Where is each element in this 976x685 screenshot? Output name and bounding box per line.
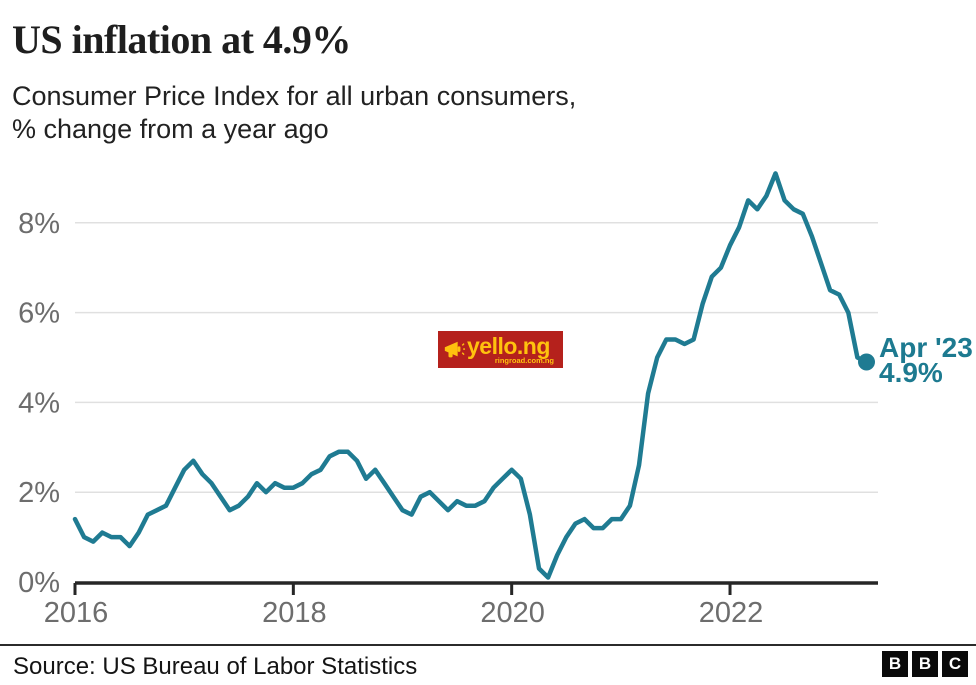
y-tick-label: 4% [18,387,60,419]
subtitle-line-1: Consumer Price Index for all urban consu… [12,81,577,111]
y-tick-label: 2% [18,477,60,509]
subtitle-line-2: % change from a year ago [12,114,329,144]
bbc-logo-block: B [882,651,908,677]
watermark-subtext: ringroad.com.ng [494,355,554,365]
bbc-logo-block: B [912,651,938,677]
y-tick-label: 8% [18,208,60,240]
y-axis-labels: 0% 2% 4% 6% 8% [18,208,60,599]
chart-subtitle: Consumer Price Index for all urban consu… [12,80,576,146]
y-tick-label: 0% [18,567,60,599]
x-tick-label: 2022 [699,597,764,629]
bbc-logo-block: C [942,651,968,677]
cpi-line-series [72,171,869,580]
y-tick-label: 6% [18,298,60,330]
megaphone-icon [444,341,465,357]
x-tick-label: 2018 [262,597,327,629]
latest-point-marker [858,353,875,371]
x-tick-label: 2020 [480,597,545,629]
source-caption: Source: US Bureau of Labor Statistics [13,653,418,680]
gridlines [75,222,878,493]
x-axis [73,581,878,595]
watermark-text: yello.ng [467,333,550,359]
watermark-badge: yello.ng ringroad.com.ng [438,331,563,368]
x-tick-label: 2016 [44,597,109,629]
page-title: US inflation at 4.9% [12,17,351,62]
annotation-date: Apr '23 [879,332,973,363]
footer-divider [0,644,976,646]
x-axis-labels: 2016 2018 2020 2022 [44,597,764,629]
annotation-value: 4.9% [879,357,943,388]
